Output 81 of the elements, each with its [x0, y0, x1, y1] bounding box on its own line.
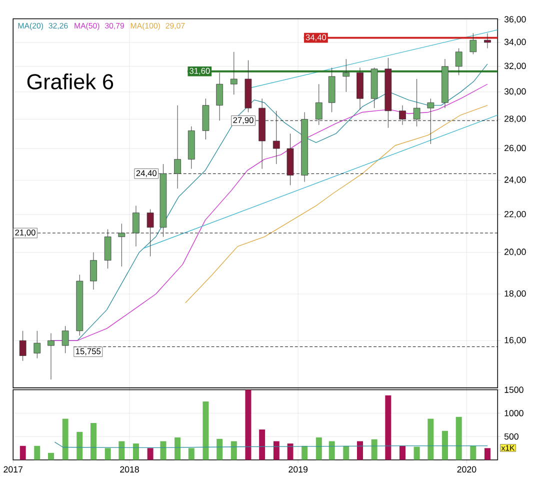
y-tick-label: 18,00	[504, 290, 526, 298]
bar	[160, 440, 166, 460]
bar	[316, 437, 322, 460]
bar	[20, 446, 26, 460]
bar	[470, 446, 476, 460]
bar	[328, 440, 335, 460]
candlestick	[413, 78, 420, 126]
y-tick-label: 26,00	[504, 144, 526, 152]
y-tick-label: 22,00	[504, 210, 526, 218]
ref-line-label: 15,755	[76, 348, 101, 356]
bar	[302, 446, 308, 460]
bar	[230, 440, 237, 460]
x-tick-label: 2017	[4, 466, 23, 472]
bar	[62, 418, 68, 460]
bar	[216, 438, 223, 460]
bar	[174, 437, 181, 460]
x-tick-label: 2018	[120, 466, 139, 472]
bar	[90, 422, 96, 460]
bar	[76, 432, 83, 460]
candlestick	[216, 72, 224, 121]
bar	[456, 416, 462, 460]
bar	[442, 430, 448, 460]
bar	[484, 448, 490, 460]
text: Grafiek 6	[27, 73, 114, 90]
x-tick-label: 2019	[288, 466, 308, 472]
candlestick	[48, 332, 54, 380]
candlestick	[90, 252, 97, 290]
candlestick	[455, 48, 462, 76]
bar	[132, 443, 139, 460]
bar	[245, 390, 252, 460]
bar	[147, 448, 154, 460]
bar	[399, 446, 406, 460]
bar	[287, 443, 294, 460]
y-tick-label: 1500	[504, 386, 524, 393]
bar	[371, 439, 378, 460]
candlestick	[34, 330, 41, 358]
candlestick	[62, 326, 69, 354]
y-tick-label: 30,00	[504, 88, 526, 96]
bar	[356, 440, 363, 460]
ref-line-label: 21,00	[15, 229, 36, 236]
candlestick	[230, 51, 238, 95]
bar	[428, 418, 434, 460]
y-tick-label: 1000	[504, 410, 524, 416]
candlestick	[146, 208, 154, 256]
y-tick-label: 500	[504, 433, 518, 440]
bar	[414, 446, 420, 460]
bar	[273, 440, 280, 460]
bar	[385, 395, 392, 460]
y-tick-label: 36,00	[504, 16, 526, 24]
candlestick	[104, 228, 112, 269]
bar	[188, 448, 194, 460]
bar	[34, 446, 40, 460]
candlestick	[19, 330, 26, 361]
candlestick	[342, 58, 350, 92]
bar	[48, 452, 54, 460]
bar	[259, 429, 266, 460]
y-tick-label: 16,00	[504, 336, 526, 344]
candlestick	[132, 205, 140, 246]
candlestick	[399, 104, 406, 125]
y-tick-label: 20,00	[504, 248, 526, 256]
candlestick	[174, 104, 181, 189]
ref-line-label: 24,40	[136, 170, 156, 177]
y-tick-label: 34,00	[504, 38, 526, 46]
bar	[118, 440, 125, 460]
candlestick	[272, 110, 280, 164]
ref-line-label: 31,60	[190, 68, 210, 75]
x-tick-label: 2020	[457, 466, 476, 472]
ref-line-label: 27,90	[233, 117, 254, 124]
y-tick-label: 32,00	[504, 62, 526, 70]
candlestick	[427, 98, 434, 144]
candlestick	[315, 84, 322, 125]
candlestick	[484, 32, 491, 48]
candlestick	[118, 223, 126, 267]
ref-line-label: 34,40	[306, 34, 326, 42]
bar	[343, 446, 350, 460]
bar	[202, 401, 209, 460]
y-tick-label: 28,00	[504, 115, 526, 123]
line-series	[185, 104, 488, 304]
candlestick	[470, 32, 477, 54]
bar	[104, 448, 111, 460]
y-tick-label: 24,00	[504, 176, 526, 184]
